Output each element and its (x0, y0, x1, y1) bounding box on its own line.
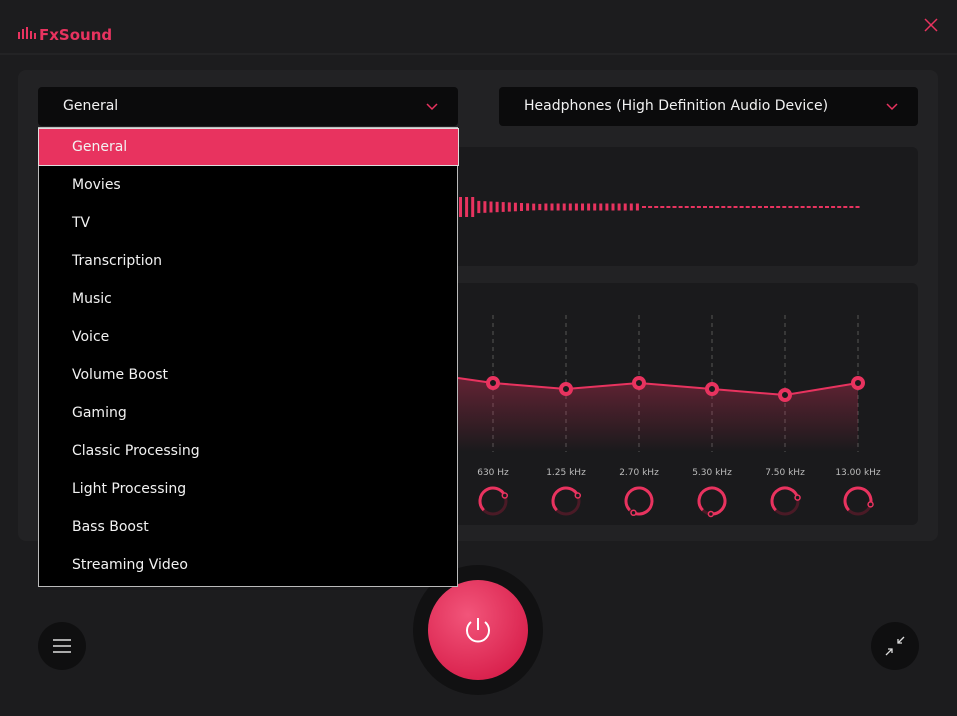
band-label: 2.70 kHz (619, 468, 659, 478)
preset-option[interactable]: Volume Boost (72, 367, 169, 383)
logo-text: FxSound (39, 26, 113, 44)
device-dropdown[interactable] (499, 87, 918, 126)
preset-option[interactable]: Gaming (72, 405, 127, 421)
close-icon[interactable] (924, 18, 938, 32)
band-label: 630 Hz (477, 468, 509, 478)
band-label: 5.30 kHz (692, 468, 732, 478)
preset-option[interactable]: General (38, 128, 459, 166)
preset-option[interactable]: Music (72, 291, 112, 307)
preset-option[interactable]: Streaming Video (72, 557, 188, 573)
preset-option[interactable]: Transcription (72, 253, 163, 269)
preset-option[interactable]: Classic Processing (72, 443, 200, 459)
device-selected[interactable]: Headphones (High Definition Audio Device… (524, 98, 829, 114)
preset-option[interactable]: Voice (72, 329, 110, 345)
compact-button[interactable] (871, 622, 919, 670)
preset-option[interactable]: Movies (72, 177, 121, 193)
band-label: 7.50 kHz (765, 468, 805, 478)
band-label: 13.00 kHz (835, 468, 881, 478)
preset-option[interactable]: TV (72, 215, 91, 231)
band-label: 1.25 kHz (546, 468, 586, 478)
preset-option[interactable]: Light Processing (72, 481, 187, 497)
preset-dropdown[interactable] (38, 87, 458, 126)
preset-option[interactable]: Bass Boost (72, 519, 149, 535)
preset-selected[interactable]: General (63, 98, 119, 114)
preset-menu: General Movies TV Transcription Music Voice Vo… (38, 127, 459, 587)
